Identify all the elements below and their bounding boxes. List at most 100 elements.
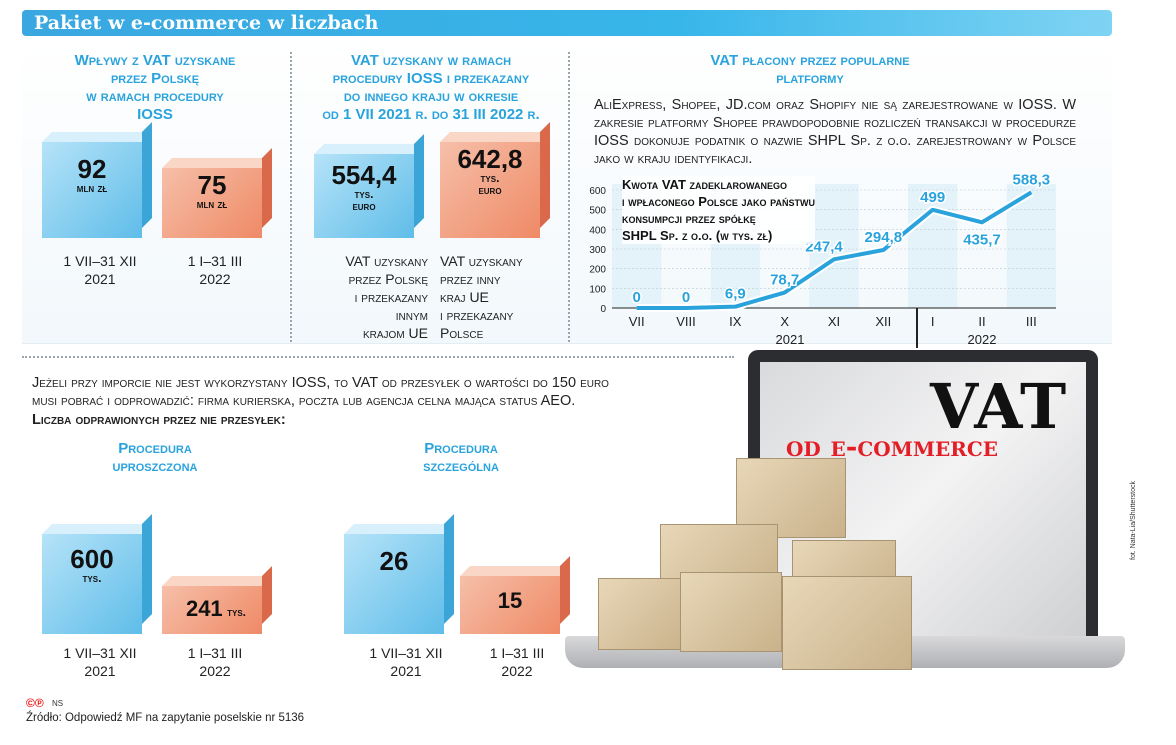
data-label: 294,8 [865,229,903,246]
parcel-icon [782,576,912,670]
y-tick-label: 0 [600,304,606,315]
bar-ioss-2021: 92 mln zł [42,122,154,238]
bar-proc1-2021: 600 tys. [42,514,154,634]
bar-ioss-2022: 75 mln zł [162,148,274,238]
y-tick-label: 500 [589,206,606,217]
y-tick-label: 600 [589,186,606,197]
caption-line: 1 VII–31 XII [369,645,443,661]
bar-caption: 1 VII–31 XII 2021 [40,252,160,288]
series-line [636,190,1033,310]
heading-line: procedury IOSS i przekazany [332,70,530,87]
bar-unit: euro [352,199,376,213]
parcel-icon [680,572,782,652]
data-label: 588,3 [1013,171,1051,188]
x-tick-label: IX [729,314,742,329]
bar-proc1-2022: 241 tys. [162,566,274,634]
intro-line: musi pobrać i odprowadzić: firma kuriers… [32,393,576,409]
heading-line: platformy [776,70,844,87]
bar-value: 92 [77,154,107,184]
data-label: 6,9 [725,286,746,303]
bar-proc2-2022: 15 [460,556,572,634]
year-label: 2021 [776,332,805,347]
author-initials: NS [52,699,64,708]
bar-caption: 1 I–31 III 2022 [462,644,572,680]
caption-line: 2022 [199,663,231,679]
publisher-logo: ©℗ [26,696,44,710]
caption-line: przez inny [440,271,501,287]
year-label: 2022 [968,332,997,347]
caption-line: 1 I–31 III [187,645,243,661]
intro-line: Jeżeli przy imporcie nie jest wykorzysta… [32,375,609,391]
caption-line: 2021 [84,271,116,287]
x-tick-label: III [1026,314,1037,329]
bar-ioss-pl-in: 642,8 tys. euro [440,122,552,238]
bar-value: 642,8 [457,144,523,174]
y-tick-label: 100 [589,284,606,295]
caption-line: 1 I–31 III [187,253,243,269]
chart-title: Kwota VAT zadeklarowanego i wpłaconego P… [622,176,815,244]
heading-line: w ramach procedury [86,88,224,105]
column-band [809,184,859,308]
y-tick-label: 400 [589,225,606,236]
bar-unit: tys. [227,605,247,619]
chart-title-line: Kwota VAT zadeklarowanego [622,177,788,192]
heading-line: do innego kraju w okresie [343,88,519,105]
proc1-heading: Procedura uproszczona [80,440,230,476]
x-tick-label: XII [875,314,891,329]
bar-unit: tys. [82,571,102,585]
caption-line: przez Polskę [348,271,428,287]
bar-caption: 1 I–31 III 2022 [160,644,270,680]
heading-line: przez Polskę [110,70,200,87]
heading-line: Procedura [424,440,498,457]
bar-proc2-2021: 26 [344,514,456,634]
bar-caption: VAT uzyskany przez inny kraj UE i przeka… [440,252,564,342]
x-tick-label: VII [629,314,645,329]
lower-intro: Jeżeli przy imporcie nie jest wykorzysta… [32,374,752,410]
caption-line: VAT uzyskany [345,253,428,269]
illustration-vat: VAT [930,370,1068,443]
bar-unit: mln zł [196,197,228,211]
caption-line: 1 I–31 III [489,645,545,661]
heading-line: IOSS [137,106,173,123]
caption-line: 2022 [501,663,533,679]
caption-line: kraj UE [440,289,489,305]
caption-line: i przekazany [354,289,428,305]
bar-caption: 1 VII–31 XII 2021 [344,644,468,680]
caption-line: 1 VII–31 XII [63,253,137,269]
x-tick-label: VIII [676,314,696,329]
heading-line: szczególna [423,458,499,475]
x-tick-label: II [978,314,985,329]
separator [568,52,570,342]
panel3-heading: VAT płacony przez popularne platformy [640,52,980,88]
bar-value: 75 [197,170,227,200]
caption-line: krajom UE [362,325,428,341]
data-label: 0 [632,289,640,306]
source-note: Źródło: Odpowiedź MF na zapytanie posels… [26,712,305,724]
panel2-heading: VAT uzyskany w ramach procedury IOSS i p… [300,52,562,124]
caption-line: 2021 [390,663,422,679]
heading-line: Procedura [118,440,192,457]
data-label: 78,7 [770,272,799,289]
chart-title-line: i wpłaconego Polsce jako państwu [622,194,815,209]
data-label: 0 [682,289,690,306]
data-label: 499 [920,189,945,206]
year-divider [916,300,918,348]
bar-caption: 1 VII–31 XII 2021 [40,644,160,680]
photo-credit: fot. Nata-Lia/Shutterstock [1130,481,1137,560]
bar-unit: mln zł [76,181,108,195]
caption-line: 2022 [199,271,231,287]
x-tick-label: X [780,314,789,329]
heading-line: od 1 VII 2021 r. do 31 III 2022 r. [322,106,540,123]
caption-line: innym [395,307,428,323]
caption-line: VAT uzyskany [440,253,523,269]
separator [290,52,292,342]
panel1-heading: Wpływy z VAT uzyskane przez Polskę w ram… [30,52,280,124]
panel3-paragraph: AliExpress, Shopee, JD.com oraz Shopify … [594,97,1077,167]
data-label: 435,7 [963,231,1001,248]
proc2-heading: Procedura szczególna [386,440,536,476]
bar-ioss-pl-out: 554,4 tys. euro [314,134,426,238]
bar-unit: tys. [480,171,500,185]
y-tick-label: 300 [589,245,606,256]
page-title: Pakiet w e-commerce w liczbach [34,12,379,34]
illustration-subtitle: od e-commerce [786,430,999,463]
